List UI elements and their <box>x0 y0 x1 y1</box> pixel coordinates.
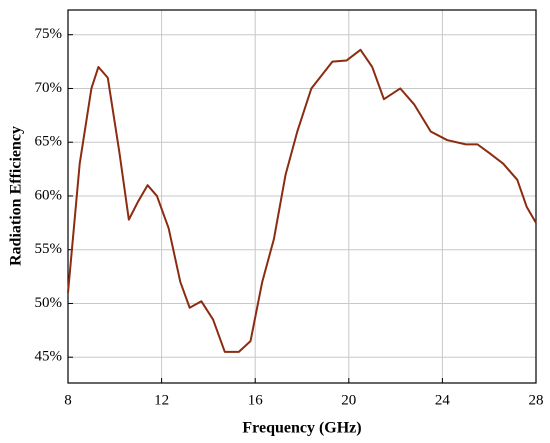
x-axis-label: Frequency (GHz) <box>242 420 361 437</box>
y-tick-label: 65% <box>35 134 63 150</box>
y-tick-label: 55% <box>35 241 63 257</box>
x-tick-label: 8 <box>64 392 72 408</box>
y-tick-label: 45% <box>35 349 63 365</box>
y-tick-label: 60% <box>35 187 63 203</box>
x-tick-label: 24 <box>435 392 451 408</box>
x-tick-label: 12 <box>154 392 169 408</box>
data-line <box>67 48 537 353</box>
x-tick-label: 28 <box>529 392 544 408</box>
x-tick-label: 20 <box>341 392 356 408</box>
x-tick-label: 16 <box>248 392 264 408</box>
y-tick-label: 75% <box>35 26 63 42</box>
y-axis-label: Radiation Efficiency <box>8 126 25 266</box>
plot-frame <box>67 9 537 384</box>
y-tick-label: 70% <box>35 80 63 96</box>
y-tick-label: 50% <box>35 295 63 311</box>
